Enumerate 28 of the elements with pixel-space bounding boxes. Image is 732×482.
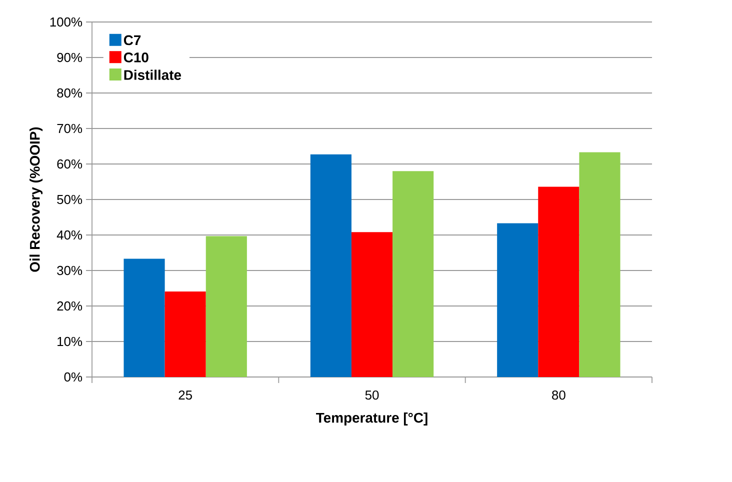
y-tick-label: 80%	[57, 88, 82, 98]
y-tick-label: 90%	[57, 52, 82, 62]
x-axis-title: Temperature [°C]	[316, 412, 428, 426]
bar	[497, 223, 538, 377]
x-tick-label: 50	[365, 390, 379, 400]
bar	[579, 152, 620, 377]
y-axis-title: Oil Recovery (%OOIP)	[30, 127, 43, 272]
bar	[206, 236, 247, 377]
y-tick-label: 30%	[57, 266, 82, 276]
legend-label: C10	[124, 52, 148, 62]
y-tick-label: 20%	[57, 301, 82, 311]
y-tick-label: 50%	[57, 194, 82, 204]
legend-label: C7	[124, 35, 141, 46]
bar	[164, 291, 206, 377]
y-tick-label: 100%	[50, 17, 82, 27]
bar	[392, 171, 434, 377]
y-tick-label: 70%	[57, 124, 82, 134]
y-tick-label: 60%	[57, 159, 82, 169]
x-tick-label: 80	[552, 390, 566, 400]
x-tick-label: 25	[178, 390, 192, 400]
bar	[310, 154, 352, 377]
bar	[124, 258, 165, 377]
y-tick-label: 0%	[64, 372, 82, 382]
legend-label: Distillate	[124, 70, 182, 80]
bar	[351, 232, 393, 377]
y-tick-label: 40%	[56, 230, 82, 240]
bar	[538, 186, 580, 377]
y-tick-label: 10%	[58, 336, 82, 346]
